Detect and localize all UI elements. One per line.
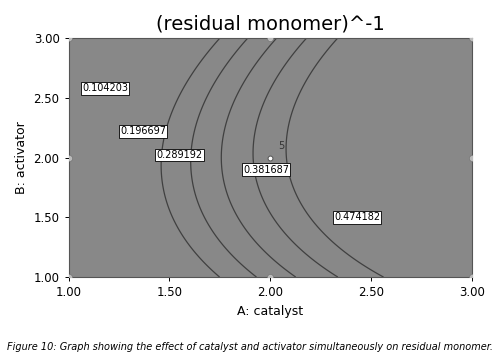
Text: Figure 10: Graph showing the effect of catalyst and activator simultaneously on : Figure 10: Graph showing the effect of c… (7, 342, 493, 352)
Y-axis label: B: activator: B: activator (15, 121, 28, 194)
Text: 5: 5 (278, 142, 284, 151)
Title: (residual monomer)^-1: (residual monomer)^-1 (156, 15, 384, 34)
Text: 0.381687: 0.381687 (244, 165, 290, 175)
Text: 0.289192: 0.289192 (156, 150, 202, 160)
Text: 0.474182: 0.474182 (334, 212, 380, 222)
Text: 0.104203: 0.104203 (82, 83, 128, 94)
Text: 0.196697: 0.196697 (120, 126, 166, 137)
X-axis label: A: catalyst: A: catalyst (238, 304, 304, 318)
